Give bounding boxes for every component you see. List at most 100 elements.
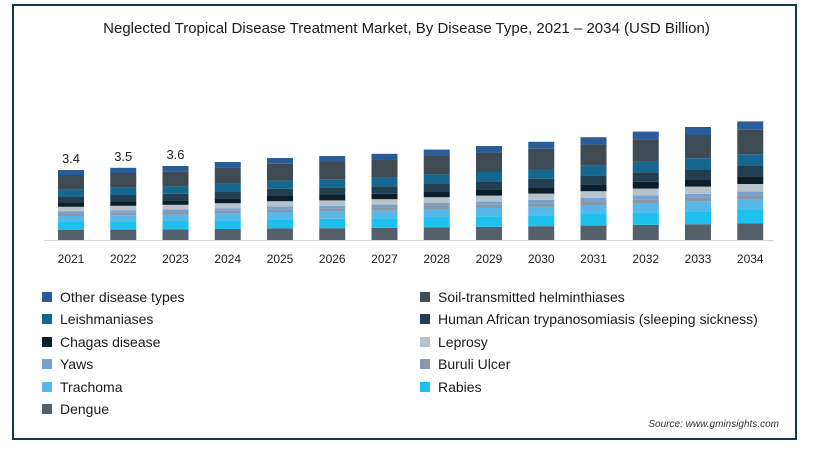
bar-segment [267, 201, 293, 207]
legend-label: Trachoma [60, 378, 123, 395]
bar-segment [580, 184, 607, 192]
bar-segment [632, 131, 659, 140]
bar-segment [110, 205, 137, 211]
legend-label: Rabies [438, 378, 482, 395]
bar-segment [528, 178, 555, 188]
bar-segment [110, 229, 137, 240]
legend-item: Other disease types [42, 287, 185, 307]
bar-segment [371, 218, 398, 228]
total-data-label: 3.5 [114, 149, 132, 164]
bar-segment [319, 218, 346, 229]
legend-label: Leprosy [438, 333, 488, 350]
legend-item: Human African trypanosomiasis (sleeping … [420, 309, 758, 329]
bar-segment [423, 174, 450, 184]
bar-segment [162, 200, 189, 205]
bar-segment [58, 211, 84, 214]
bar-segment [267, 163, 293, 181]
bar-segment [737, 184, 764, 192]
bar-segment [58, 216, 84, 222]
bar-segment [737, 154, 764, 166]
bar-segment [162, 171, 189, 187]
x-tick-label: 2029 [476, 252, 503, 266]
legend-item: Yaws [42, 354, 93, 374]
legend-item: Trachoma [42, 377, 123, 397]
bar-segment [214, 162, 241, 168]
legend-swatch [420, 359, 430, 370]
bar-segment [528, 141, 555, 149]
x-tick-label: 2033 [685, 252, 712, 266]
legend-label: Yaws [60, 356, 94, 373]
bar-segment [214, 203, 241, 209]
bar-segment [423, 191, 450, 198]
bar-segment [371, 199, 398, 205]
bar-segment [685, 169, 711, 180]
chart-title: Neglected Tropical Disease Treatment Mar… [103, 20, 710, 37]
bar-segment [632, 212, 659, 225]
bar-segment [58, 175, 84, 190]
legend-label: Other disease types [60, 289, 185, 305]
bar-segment [214, 183, 241, 192]
x-tick-label: 2021 [58, 252, 85, 266]
bar-segment [685, 201, 711, 212]
bar-segment [371, 153, 398, 160]
legend-swatch [42, 292, 52, 302]
bar-segment [528, 199, 555, 204]
bar-segment [267, 206, 293, 210]
bar-segment [580, 197, 607, 202]
x-tick-label: 2034 [737, 252, 764, 266]
bar-segment [214, 167, 241, 184]
bar-segment [267, 209, 293, 212]
bar-segment [737, 191, 764, 196]
legend-swatch [420, 292, 430, 302]
bar-segment [371, 204, 398, 208]
legend-label: Human African trypanosomiasis (sleeping … [438, 311, 758, 328]
bar-segment [267, 196, 293, 202]
bar-segment [580, 191, 607, 198]
total-data-label: 3.6 [166, 147, 184, 162]
bar-segment [162, 221, 189, 230]
bar-segment [58, 189, 84, 197]
bar-segment [214, 213, 241, 221]
bar-segment [737, 223, 764, 240]
legend-label: Chagas disease [60, 333, 161, 350]
bar-segment [528, 203, 555, 207]
bar-segment [685, 135, 711, 159]
x-tick-label: 2032 [632, 252, 659, 266]
bar-segment [528, 169, 555, 179]
bar-segment [685, 158, 711, 170]
legend-swatch [420, 336, 430, 347]
legend-label: Dengue [60, 401, 110, 417]
bar-segment [423, 203, 450, 206]
bar-segment [580, 214, 607, 226]
bar-segment [632, 203, 659, 213]
x-tick-label: 2026 [319, 252, 346, 266]
x-tick-label: 2030 [528, 252, 555, 266]
legend-swatch [42, 359, 52, 370]
bar-segment [110, 221, 137, 230]
bar-segment [737, 166, 764, 177]
legend-label: Soil-transmitted helminthiases [438, 289, 625, 305]
bar-segment [685, 197, 711, 202]
bar-segment [632, 195, 659, 200]
bar-segment [58, 230, 84, 240]
x-tick-label: 2023 [162, 252, 189, 266]
bar-segment [423, 197, 450, 203]
legend-item: Chagas disease [42, 332, 160, 352]
bar-segment [58, 206, 84, 212]
bar-segment [214, 208, 241, 211]
bar-segment [214, 191, 241, 199]
bar-segment [423, 156, 450, 175]
bar-segment [162, 212, 189, 215]
bar-segment [162, 204, 189, 210]
bar-segment [162, 166, 189, 172]
legend-swatch [42, 314, 52, 325]
bar-segment [528, 215, 555, 227]
bar-segment [319, 195, 346, 201]
bar-segment [476, 146, 502, 153]
bar-segment [58, 213, 84, 216]
bar-segment [267, 212, 293, 220]
bar-segment [476, 201, 502, 205]
bar-segment [632, 181, 659, 189]
bar-segment [685, 224, 711, 240]
bar-segment [110, 201, 137, 206]
